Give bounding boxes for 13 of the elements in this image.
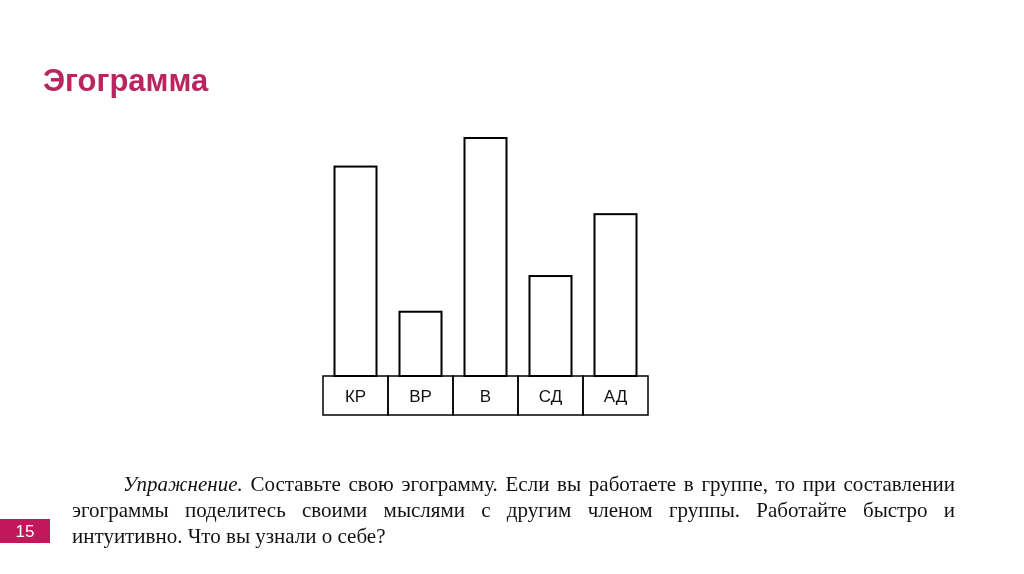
bar (333, 165, 378, 377)
bar (528, 275, 573, 377)
chart-title: Эгограмма (43, 63, 210, 98)
x-tick-label: КР (344, 387, 367, 406)
bar (463, 137, 508, 377)
bar (593, 213, 638, 377)
x-tick-label: В (479, 387, 492, 406)
x-tick-label: СД (538, 387, 563, 406)
text: 15 (15, 522, 35, 541)
x-tick-label: ВР (409, 387, 432, 406)
x-tick-label: АД (603, 387, 628, 406)
text: Упражнение. (123, 472, 243, 496)
bar (398, 310, 443, 377)
